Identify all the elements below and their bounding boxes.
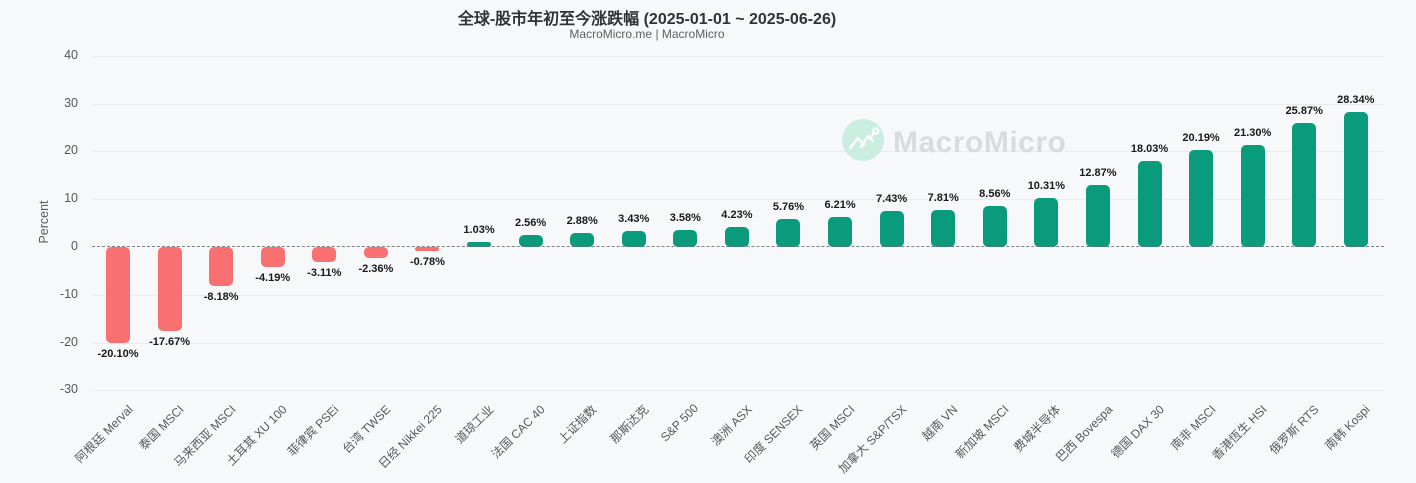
bar[interactable] xyxy=(312,247,337,262)
bar[interactable] xyxy=(157,247,182,332)
y-axis-tick-label: 10 xyxy=(64,191,78,205)
y-axis-tick-label: -20 xyxy=(59,335,78,349)
bar-value-label: -8.18% xyxy=(203,291,239,304)
gridline xyxy=(92,295,1384,296)
bar[interactable] xyxy=(776,219,801,247)
bar-value-label: -3.11% xyxy=(307,266,342,279)
bar[interactable] xyxy=(724,226,749,247)
bar[interactable] xyxy=(1085,185,1110,247)
bar-value-label: 2.56% xyxy=(514,216,547,229)
bar[interactable] xyxy=(518,234,543,247)
bar[interactable] xyxy=(621,230,646,247)
bar[interactable] xyxy=(1343,111,1368,247)
bar-value-label: 18.03% xyxy=(1130,142,1169,155)
gridline xyxy=(92,56,1384,57)
gridline xyxy=(92,151,1384,152)
bar-value-label: 2.88% xyxy=(566,215,598,228)
zero-line xyxy=(92,246,1384,247)
gridline xyxy=(92,390,1384,391)
bar-value-label: 21.30% xyxy=(1233,127,1272,140)
y-axis-tick-label: 20 xyxy=(64,143,78,157)
bar[interactable] xyxy=(1240,145,1265,247)
bar[interactable] xyxy=(1189,150,1214,247)
bar[interactable] xyxy=(1292,123,1317,247)
bar[interactable] xyxy=(260,247,285,268)
bar-value-label: 3.43% xyxy=(618,212,650,225)
macromicro-mountain-logo-icon xyxy=(842,119,884,166)
bar[interactable] xyxy=(1137,160,1162,247)
gridline xyxy=(92,343,1384,344)
y-axis-tick-label: 40 xyxy=(64,48,78,62)
bar-value-label: 12.87% xyxy=(1079,167,1117,180)
gridline xyxy=(92,104,1384,105)
bar-value-label: 6.21% xyxy=(824,199,856,212)
bar-value-label: 28.34% xyxy=(1337,93,1375,106)
bar-value-label: 8.56% xyxy=(979,188,1011,201)
bar-value-label: 10.31% xyxy=(1027,179,1065,192)
bar-value-label: -20.10% xyxy=(97,348,139,361)
bar[interactable] xyxy=(415,247,440,251)
bar-value-label: 3.58% xyxy=(669,211,701,224)
bar-value-label: -2.36% xyxy=(358,263,394,276)
y-axis-tick-label: 0 xyxy=(71,239,78,253)
chart-subtitle: MacroMicro.me | MacroMicro xyxy=(569,27,725,41)
bar-value-label: 5.76% xyxy=(772,201,805,214)
watermark-text: MacroMicro xyxy=(893,125,1067,159)
gridline xyxy=(92,199,1384,200)
bar[interactable] xyxy=(363,247,388,259)
bar-value-label: 1.03% xyxy=(463,224,495,237)
bar[interactable] xyxy=(982,206,1007,247)
y-axis-tick-label: -10 xyxy=(59,287,78,301)
bar[interactable] xyxy=(879,211,904,247)
bar-value-label: 7.81% xyxy=(927,191,959,204)
bar[interactable] xyxy=(209,247,234,287)
bar-value-label: 20.19% xyxy=(1182,132,1220,145)
bar[interactable] xyxy=(1034,197,1059,247)
chart-title: 全球-股市年初至今涨跌幅 (2025-01-01 ~ 2025-06-26) xyxy=(457,11,837,28)
bar[interactable] xyxy=(106,247,130,344)
bar[interactable] xyxy=(931,209,956,247)
bar-value-label: 7.43% xyxy=(876,193,908,206)
bar-value-label: 4.23% xyxy=(721,208,753,221)
bar[interactable] xyxy=(828,217,853,247)
bar[interactable] xyxy=(570,233,595,247)
y-axis-tick-label: -30 xyxy=(59,382,78,396)
bar[interactable] xyxy=(467,242,492,247)
bar-value-label: -17.67% xyxy=(149,336,191,349)
bar-value-label: -0.78% xyxy=(410,255,445,268)
y-axis-tick-label: 30 xyxy=(64,96,78,110)
watermark: MacroMicro xyxy=(842,119,1066,166)
bar-value-label: -4.19% xyxy=(255,272,291,285)
bar-value-label: 25.87% xyxy=(1285,105,1323,118)
bar[interactable] xyxy=(673,229,698,247)
